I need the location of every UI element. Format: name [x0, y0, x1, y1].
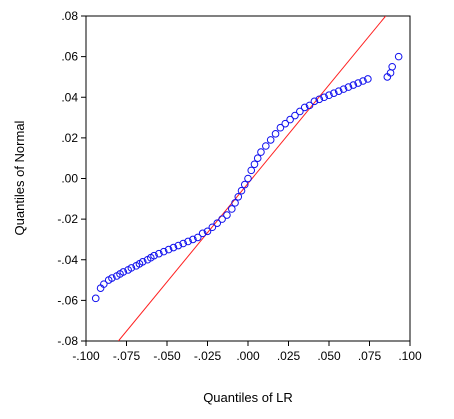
data-point: [334, 87, 343, 95]
plot-frame: [85, 15, 411, 342]
reference-line: [118, 16, 387, 341]
x-tick-label: -.100: [72, 349, 100, 363]
data-point: [213, 219, 222, 227]
data-point: [119, 268, 128, 276]
data-point: [305, 101, 314, 110]
data-point: [174, 241, 183, 250]
data-point: [271, 130, 280, 138]
x-tick-label: -.050: [153, 349, 181, 363]
data-point: [247, 166, 256, 175]
data-point: [394, 52, 403, 61]
y-tick-label: -.08: [57, 334, 78, 348]
data-point: [349, 81, 358, 89]
data-point: [253, 154, 262, 162]
data-point: [203, 227, 212, 236]
x-tick-label: .075: [358, 349, 382, 363]
data-point: [159, 247, 168, 256]
data-point: [100, 280, 108, 288]
data-point: [228, 205, 236, 213]
data-point: [164, 245, 173, 254]
data-point: [388, 62, 396, 71]
data-point: [240, 180, 249, 189]
data-point: [354, 79, 362, 87]
data-point: [296, 107, 304, 116]
data-point: [257, 148, 265, 156]
x-tick-label: .050: [317, 349, 341, 363]
data-point: [218, 215, 226, 223]
data-point: [244, 174, 252, 183]
x-tick-label: .100: [398, 349, 422, 363]
x-tick-label: .025: [277, 349, 301, 363]
data-point: [315, 95, 324, 104]
y-tick-label: -.02: [57, 212, 78, 226]
x-tick-label: -.075: [113, 349, 141, 363]
x-tick-label: .000: [236, 349, 260, 363]
y-axis-label: Quantiles of Normal: [12, 120, 27, 235]
data-point: [266, 136, 275, 144]
data-point: [231, 199, 239, 207]
y-tick-label: -.06: [57, 293, 78, 307]
y-tick-label: -.04: [57, 253, 78, 267]
data-point: [155, 249, 163, 258]
data-point: [310, 97, 319, 106]
data-point: [127, 264, 136, 272]
y-tick-label: .02: [61, 131, 78, 145]
data-point: [150, 251, 158, 260]
data-point: [325, 91, 333, 100]
y-tick-label: .08: [61, 9, 78, 23]
data-point: [291, 111, 299, 120]
data-point: [281, 119, 290, 128]
data-point: [234, 192, 243, 201]
y-tick-label: .00: [61, 172, 78, 186]
data-point: [193, 233, 202, 242]
y-tick-label: .06: [61, 50, 78, 64]
x-tick-label: -.025: [194, 349, 222, 363]
data-point: [108, 274, 116, 282]
data-point: [223, 211, 231, 219]
data-point: [286, 115, 294, 124]
data-point: [169, 243, 178, 252]
data-point: [262, 142, 270, 150]
data-point: [250, 160, 259, 169]
data-point: [339, 85, 348, 93]
data-point: [179, 239, 187, 248]
data-point: [320, 93, 328, 102]
data-point: [276, 123, 285, 132]
data-point: [184, 237, 192, 246]
data-point: [364, 75, 372, 83]
x-axis-label: Quantiles of LR: [203, 390, 293, 405]
data-point: [237, 186, 246, 195]
data-point: [189, 235, 197, 244]
data-point: [359, 77, 367, 85]
data-point: [300, 103, 309, 112]
y-tick-label: .04: [61, 90, 78, 104]
data-point: [198, 229, 207, 238]
data-point: [344, 83, 353, 91]
data-point: [91, 294, 100, 303]
data-point: [138, 257, 147, 266]
data-point: [330, 89, 338, 97]
data-point: [208, 223, 217, 232]
